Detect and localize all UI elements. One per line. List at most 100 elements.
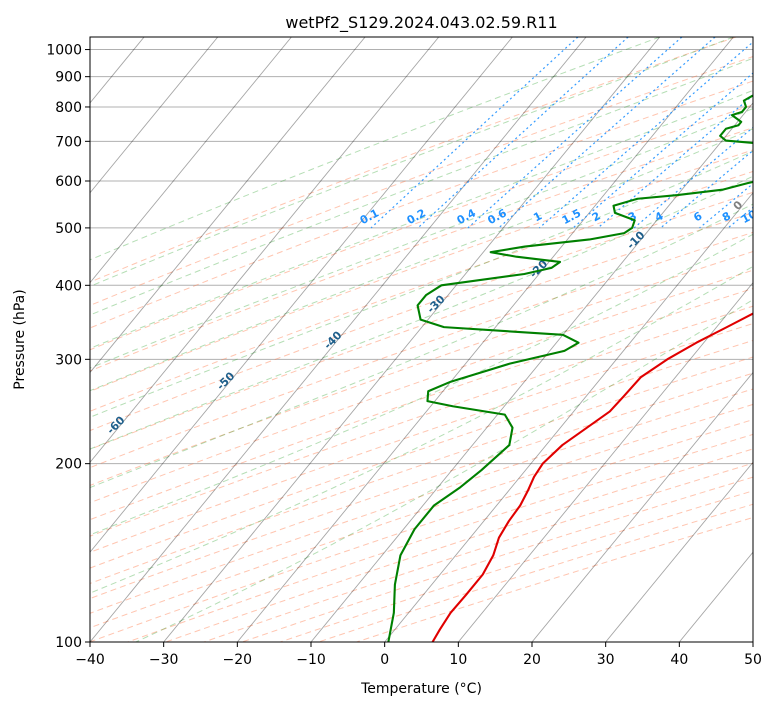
y-tick-label: 700: [55, 134, 82, 150]
isotherm-line: [0, 37, 70, 642]
moist-adiabat-line: [90, 107, 753, 369]
mixing-ratio-line: [498, 37, 716, 229]
x-axis-label: Temperature (°C): [360, 681, 482, 697]
isotherm-line: [236, 37, 734, 642]
isotherm-line: [752, 641, 753, 642]
isotherm-line: [90, 37, 513, 553]
mixing-ratio-line: [467, 37, 683, 229]
chart-title: wetPf2_S129.2024.043.02.59.R11: [285, 13, 557, 33]
dry-adiabat-line: [90, 339, 753, 569]
isotherm-line: [90, 37, 440, 464]
mixing-ratio-label: 0.1: [358, 206, 381, 227]
mixing-ratio-line: [370, 37, 579, 229]
x-tick-label: −20: [223, 652, 253, 668]
mixing-ratio-label: 1: [531, 209, 544, 224]
isotherm-line: [310, 102, 753, 642]
mixing-ratio-line: [538, 41, 753, 229]
x-axis: −40 −30 −20 −10 0 10 20 30 40 50: [75, 642, 762, 668]
isotherm-line: [384, 192, 753, 642]
isotherm-line: [90, 37, 587, 642]
isotherms: [0, 37, 753, 642]
dry-adiabat-line: [90, 191, 753, 432]
mixing-ratio-line: [572, 72, 753, 229]
pressure-grid: [90, 49, 753, 642]
mixing-ratio-label: 0.2: [405, 206, 428, 227]
isotherm-line: [90, 37, 366, 374]
dry-adiabat-line: [127, 433, 753, 642]
dry-adiabat-line: [241, 476, 753, 642]
y-tick-label: 1000: [46, 43, 82, 59]
dry-adiabat-line: [90, 80, 753, 329]
mixing-ratio-line: [660, 149, 753, 229]
x-tick-label: −10: [296, 652, 326, 668]
y-axis-label: Pressure (hPa): [12, 289, 28, 389]
dry-adiabat-line: [90, 37, 737, 283]
sounding-series: [387, 94, 753, 642]
moist-adiabat-line: [135, 299, 753, 642]
dry-adiabats: [90, 37, 753, 642]
isotherm-label: -60: [104, 413, 127, 436]
y-tick-label: 100: [55, 635, 82, 651]
isotherm-label: -50: [214, 369, 237, 392]
dry-adiabat-line: [90, 149, 753, 392]
isotherm-line: [90, 37, 292, 284]
dry-adiabat-line: [90, 419, 753, 642]
dry-adiabat-line: [203, 462, 753, 642]
x-tick-label: −30: [149, 652, 179, 668]
x-tick-label: 30: [597, 652, 615, 668]
moist-adiabat-line: [90, 203, 753, 489]
isotherm-label: -30: [424, 292, 447, 315]
y-tick-label: 600: [55, 174, 82, 190]
plot-area: 0.10.20.40.611.52346810131620253036 -100…: [0, 37, 775, 642]
moist-adiabats: [90, 37, 753, 642]
y-tick-label: 200: [55, 457, 82, 473]
x-tick-label: 40: [670, 652, 688, 668]
dewpoint-line: [387, 94, 753, 642]
y-tick-label: 300: [55, 352, 82, 368]
dry-adiabat-line: [90, 56, 753, 306]
mixing-ratio-line: [597, 94, 753, 229]
plot-frame: [89, 36, 754, 643]
dry-adiabat-line: [90, 127, 753, 372]
moist-adiabat-line: [90, 175, 753, 450]
x-tick-label: 10: [449, 652, 467, 668]
x-tick-label: 20: [523, 652, 541, 668]
mixing-ratio-label: 6: [691, 209, 704, 224]
isotherm-line: [605, 461, 753, 642]
dry-adiabat-line: [90, 170, 753, 412]
dry-adiabat-line: [90, 388, 753, 614]
mixing-ratio-label: 0.6: [485, 206, 509, 227]
x-tick-label: 50: [744, 652, 762, 668]
isotherm-line: [90, 37, 219, 194]
mixing-ratio-lines: [370, 37, 753, 229]
dry-adiabat-line: [90, 305, 753, 537]
isotherm-label: 0: [731, 198, 746, 213]
dry-adiabat-line: [90, 251, 753, 486]
isotherm-line: [457, 281, 753, 642]
dry-adiabat-line: [90, 104, 753, 351]
isotherm-line: [531, 371, 753, 642]
moist-adiabat-line: [90, 37, 660, 261]
isotherm-label: -40: [321, 328, 344, 351]
dry-adiabat-line: [90, 287, 753, 521]
y-tick-label: 800: [55, 100, 82, 116]
mixing-ratio-line: [750, 225, 753, 229]
mixing-ratio-label: 8: [720, 209, 733, 224]
isotherm-line: [163, 37, 661, 642]
x-tick-label: −40: [75, 652, 105, 668]
mixing-ratio-label: 13: [767, 207, 775, 226]
dry-adiabat-line: [165, 448, 753, 642]
isotherm-label: -70: [0, 458, 17, 481]
mixing-ratio-line: [417, 37, 629, 229]
moist-adiabat-line: [90, 37, 734, 287]
y-tick-label: 500: [55, 221, 82, 237]
y-tick-label: 900: [55, 70, 82, 86]
x-tick-label: 0: [380, 652, 389, 668]
temperature-line: [431, 312, 753, 642]
dry-adiabat-line: [90, 231, 753, 469]
mixing-ratio-labels: 0.10.20.40.611.52346810131620253036: [358, 206, 775, 227]
moist-adiabat-line: [90, 265, 753, 594]
mixing-ratio-label: 10: [739, 207, 759, 226]
